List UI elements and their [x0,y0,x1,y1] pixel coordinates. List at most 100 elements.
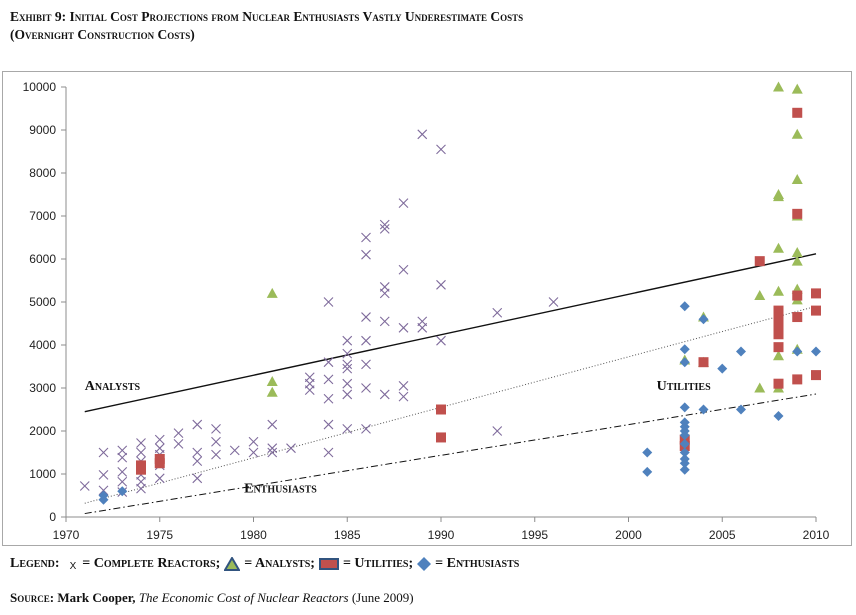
complete-reactor-point [229,445,240,456]
utility-point [754,256,765,267]
complete-reactor-point [436,144,446,155]
x-mark-stroke [98,469,109,480]
x-mark-stroke [379,389,390,400]
x-mark-stroke [361,335,371,346]
annotation-utilities: Utilities [657,379,711,394]
complete-reactor-point [323,447,334,458]
complete-reactor-point [342,335,353,346]
complete-reactor-point [492,307,503,318]
complete-reactor-point [154,473,165,484]
x-mark-stroke [211,423,221,434]
complete-reactor-point [379,219,390,230]
x-mark-stroke [398,391,409,402]
complete-reactor-point [98,447,109,458]
series-complete-reactors [79,129,559,497]
x-mark-stroke [342,423,353,434]
x-mark-stroke [192,473,203,484]
analyst-point [773,285,784,296]
x-mark-stroke [417,129,428,140]
x-mark-stroke [417,322,428,333]
x-mark-stroke [342,348,353,359]
enthusiast-point [698,404,709,415]
complete-reactor-point [117,452,128,463]
complete-reactor-point [117,476,128,487]
enthusiast-point [679,447,690,458]
y-tick-label: 2000 [29,424,56,438]
x-mark-stroke [117,445,128,456]
complete-reactor-point [361,383,371,393]
x-mark-stroke [361,249,371,260]
analyst-point [791,247,803,258]
complete-reactor-point [361,359,371,370]
complete-reactor-point [398,198,409,208]
enthusiast-point [679,458,690,469]
x-mark-stroke [436,335,446,346]
x-mark-stroke [548,297,559,307]
data-points [79,81,821,505]
enthusiast-point [679,344,690,355]
legend-enthusiasts-label: = Enthusiasts [435,556,520,571]
chart-annotations: Analysts Utilities Enthusiasts [85,379,711,496]
x-mark-stroke [267,447,278,458]
complete-reactor-point [211,449,221,460]
analyst-point [266,287,278,298]
x-mark-stroke [136,438,146,448]
complete-reactor-point [136,447,146,458]
utility-point [436,404,446,415]
complete-reactor-point [379,224,390,234]
chart-title-line1: Exhibit 9: Initial Cost Projections from… [10,9,524,24]
annotation-enthusiasts: Enthusiasts [244,481,317,496]
complete-reactor-point [492,426,503,436]
analyst-point [773,81,784,92]
complete-reactor-point [117,445,128,456]
complete-reactor-point [267,447,278,458]
legend-x-symbol: x [69,556,77,572]
enthusiast-point [736,404,746,415]
y-tick-label: 9000 [29,123,56,137]
legend-utilities-label: = Utilities; [342,556,414,571]
x-mark-stroke [436,144,446,155]
utility-point [136,464,146,475]
complete-reactor-point [398,380,409,391]
x-mark-stroke [342,378,353,389]
y-tick-label: 0 [49,510,56,524]
x-mark-stroke [229,445,240,456]
x-mark-stroke [342,389,353,400]
x-mark-stroke [492,426,503,436]
analyst-point [754,382,766,393]
utility-point [792,107,803,118]
annotation-analysts: Analysts [85,379,141,394]
analyst-point [773,191,784,202]
x-tick-label: 1975 [146,528,173,542]
complete-reactor-point [323,393,334,404]
x-mark-stroke [361,359,371,370]
x-mark-stroke [286,443,296,454]
x-mark-stroke [323,374,334,385]
trendlines [84,253,817,515]
analyst-point [791,255,803,266]
x-mark-stroke [398,380,409,391]
complete-reactor-point [136,483,146,494]
x-mark-stroke [117,476,128,487]
complete-reactor-point [79,481,90,491]
x-tick-label: 1970 [53,528,80,542]
complete-reactor-point [192,456,203,466]
y-tick-label: 3000 [29,381,56,395]
x-mark-stroke [379,219,390,230]
chart-frame [2,71,852,546]
x-mark-stroke [267,419,278,430]
x-mark-stroke [117,452,128,463]
x-mark-stroke [136,483,146,494]
x-mark-stroke [98,485,109,496]
enthusiast-point [642,466,653,477]
complete-reactor-point [342,348,353,359]
utility-point [773,320,784,331]
utility-point [792,312,803,323]
enthusiast-point [792,346,803,357]
analyst-point [791,173,803,184]
complete-reactor-point [379,316,390,327]
x-tick-label: 2000 [615,528,642,542]
complete-reactor-point [361,249,371,260]
complete-reactor-point [323,297,334,307]
utility-point [698,357,709,368]
